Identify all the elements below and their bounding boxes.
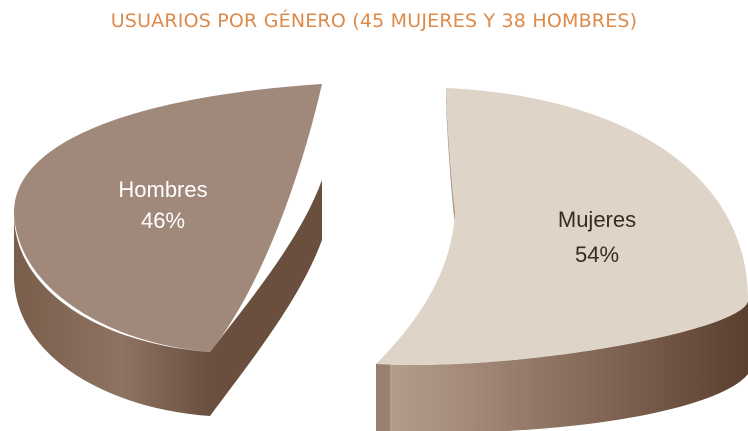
slice-percent-hombres: 46%: [141, 208, 185, 233]
slice-percent-mujeres: 54%: [575, 242, 619, 267]
slice-mujeres-inner-edge: [446, 88, 455, 226]
slice-label-hombres: Hombres: [118, 177, 207, 202]
slice-hombres-side: [14, 214, 210, 416]
slice-mujeres: [376, 88, 748, 431]
chart-title: USUARIOS POR GÉNERO (45 MUJERES Y 38 HOM…: [110, 10, 638, 32]
slice-label-mujeres: Mujeres: [558, 207, 636, 232]
slice-hombres-top: [13, 84, 322, 352]
slice-mujeres-side: [376, 300, 748, 431]
slice-mujeres-cut-face: [376, 364, 390, 431]
slice-hombres-cut-face: [210, 180, 322, 416]
slice-hombres: [13, 84, 322, 416]
slice-mujeres-top: [376, 88, 748, 365]
